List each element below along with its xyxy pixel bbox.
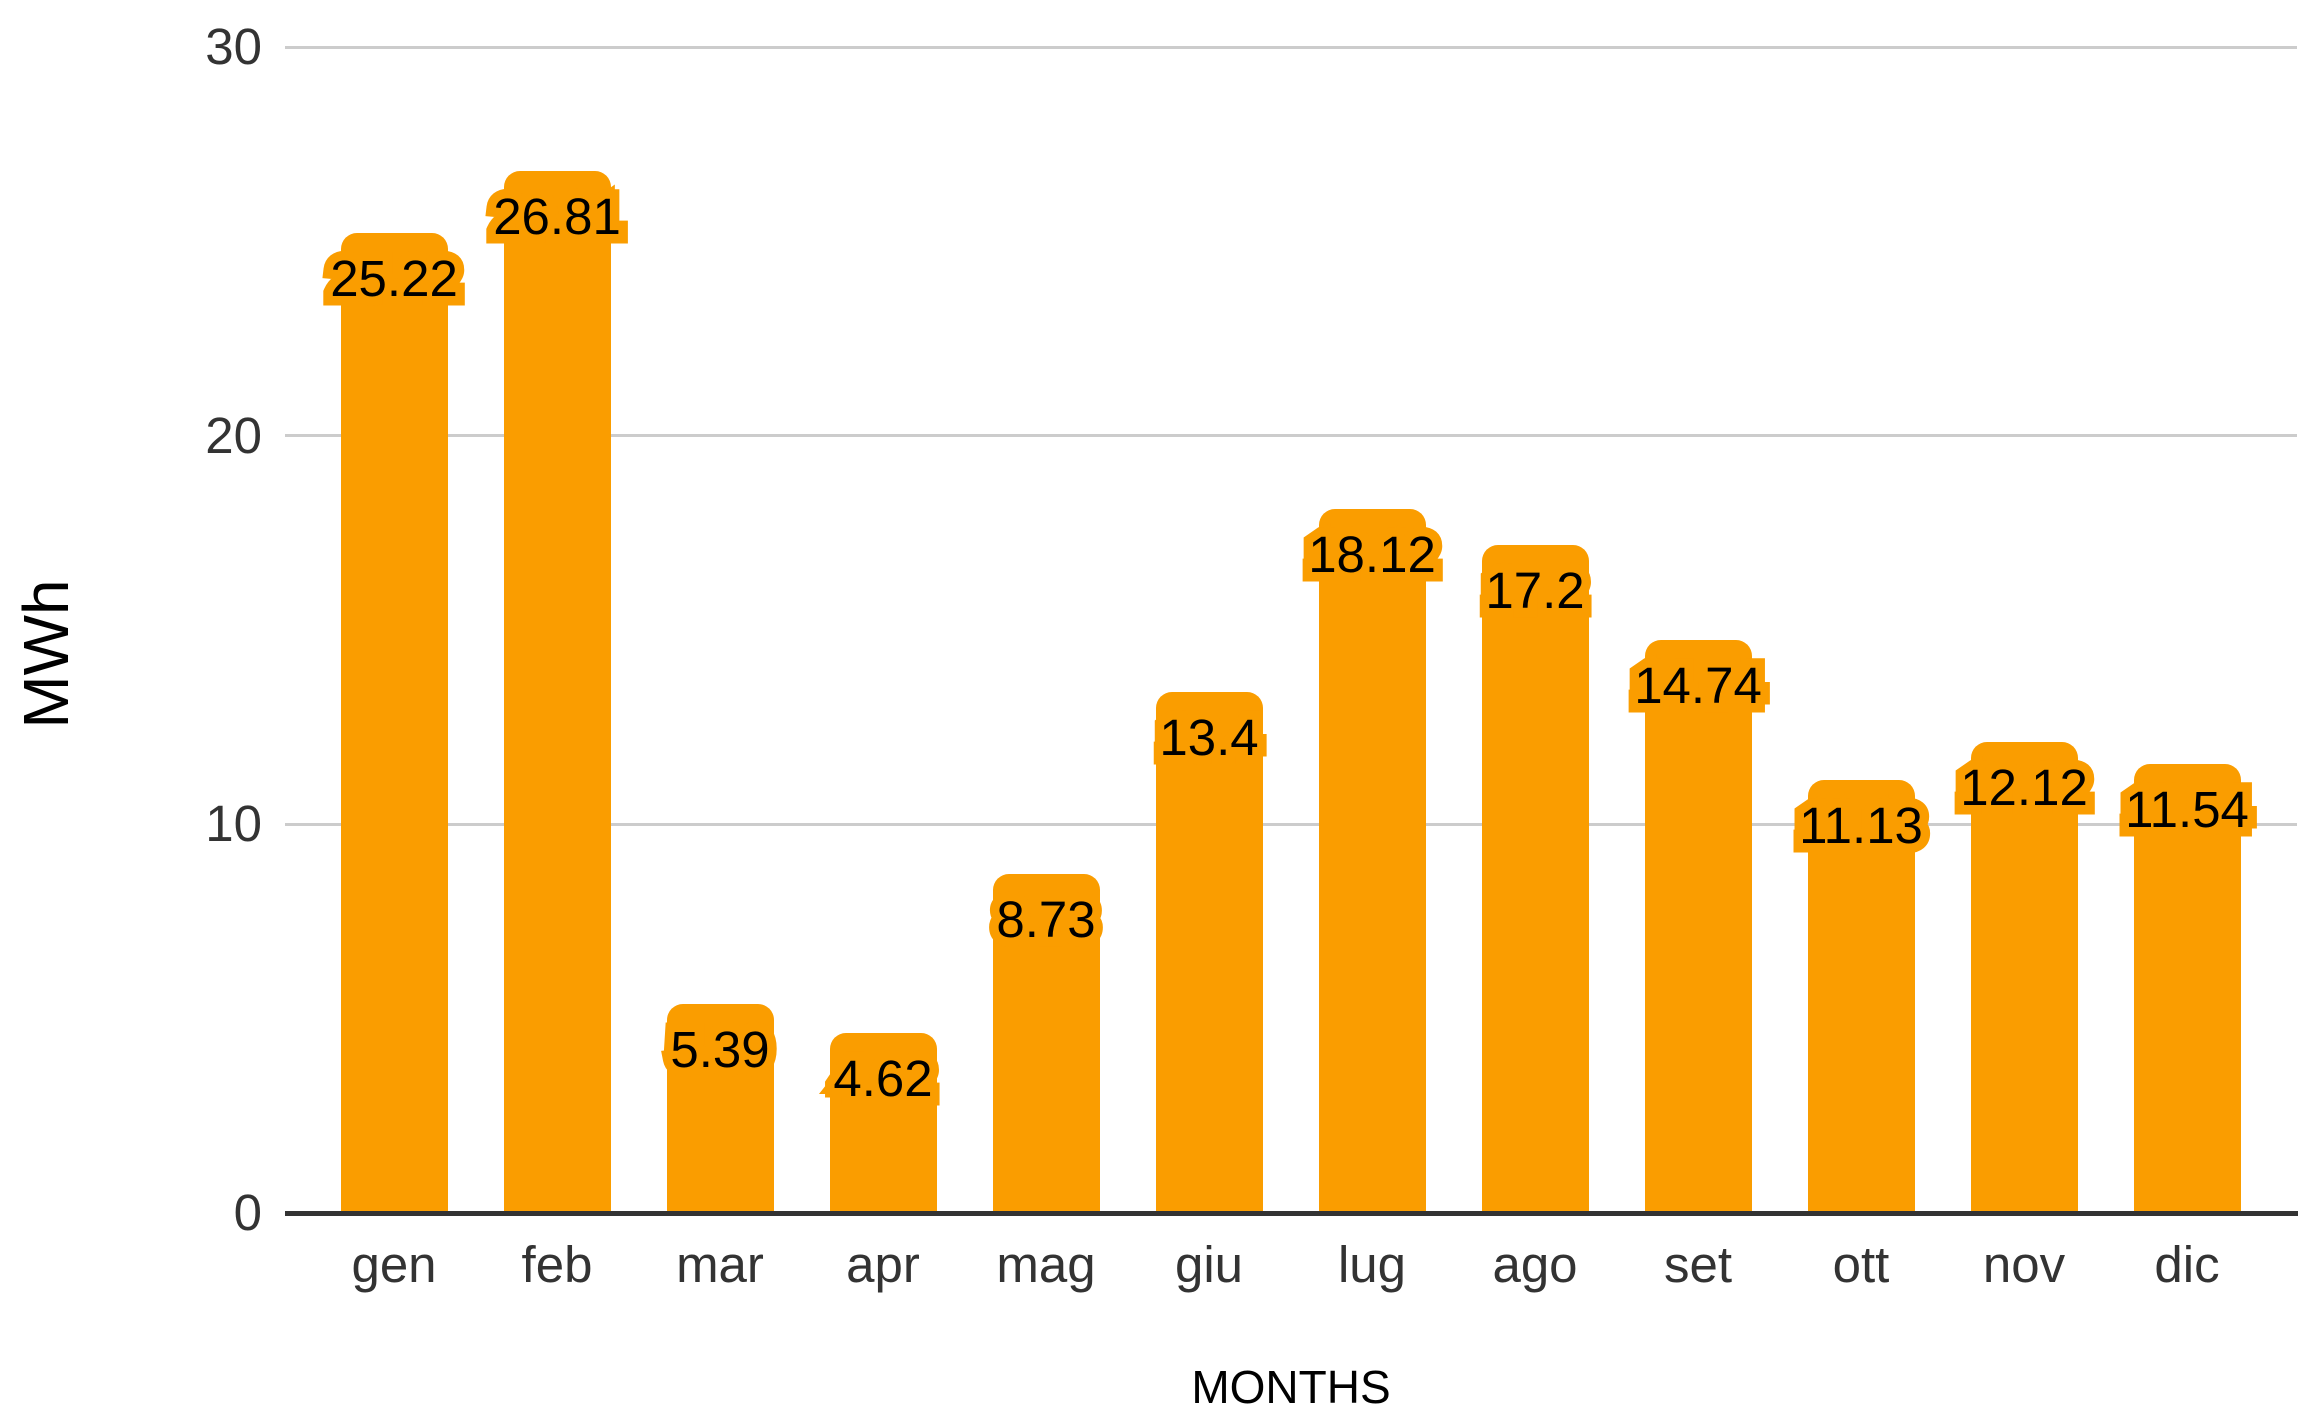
bars-layer: 25.22 25.22 26.81 26.81 5.39 5.39 4.62 4.62 8.73… <box>285 47 2297 1213</box>
bar-value-text: 13.4 <box>1159 709 1259 767</box>
bar-value-halo: 13.4 <box>1150 703 1268 773</box>
bar-value-label: 17.2 17.2 <box>1476 555 1594 625</box>
bar-value-label: 14.74 14.74 <box>1625 651 1772 721</box>
bar-value-text: 5.39 <box>670 1020 770 1078</box>
bar-apr[interactable]: 4.62 4.62 <box>824 1033 942 1213</box>
bar-value-halo: 18.12 <box>1299 519 1446 589</box>
bar-value-halo: 14.74 <box>1625 651 1772 721</box>
bar-value-text: 25.22 <box>330 249 458 307</box>
y-tick-label-0: 0 <box>233 1184 262 1241</box>
bar-set[interactable]: 14.74 14.74 <box>1625 640 1771 1213</box>
bar-value-label: 25.22 25.22 <box>321 243 468 313</box>
x-tick-label-mar: mar <box>676 1236 764 1293</box>
bar-value-label: 12.12 12.12 <box>1951 752 2098 822</box>
y-axis-title: MWh <box>10 579 82 729</box>
x-axis-title: MONTHS <box>1191 1361 1391 1413</box>
bar-gen[interactable]: 25.22 25.22 <box>321 232 467 1213</box>
x-tick-label-ott: ott <box>1832 1236 1890 1293</box>
bar-value-text: 11.13 <box>1799 797 1923 855</box>
bar-value-label: 4.62 4.62 <box>824 1044 942 1114</box>
bar-value-label: 11.13 11.13 <box>1790 791 1933 861</box>
x-tick-label-giu: giu <box>1174 1236 1244 1293</box>
bar-value-halo: 5.39 <box>661 1014 779 1084</box>
y-tick-label-10: 10 <box>205 795 262 853</box>
bar-value-label: 13.4 13.4 <box>1150 703 1268 773</box>
bar-value-halo: 26.81 <box>484 182 631 252</box>
y-tick-label-20: 20 <box>205 406 262 464</box>
bar-mar[interactable]: 5.39 5.39 <box>661 1003 779 1213</box>
bar-ago[interactable]: 17.2 17.2 <box>1476 544 1594 1213</box>
x-tick-label-mag: mag <box>996 1236 1096 1293</box>
bar-value-text: 17.2 <box>1485 561 1585 619</box>
bar-value-text: 12.12 <box>1960 758 2088 816</box>
y-tick-label-30: 30 <box>205 18 262 75</box>
bar-value-label: 5.39 5.39 <box>661 1014 779 1084</box>
x-tick-label-apr: apr <box>846 1236 920 1293</box>
bar-feb[interactable]: 26.81 26.81 <box>484 171 630 1213</box>
x-tick-label-nov: nov <box>1982 1236 2066 1293</box>
bar-value-text: 26.81 <box>493 188 621 245</box>
bar-giu[interactable]: 13.4 13.4 <box>1150 692 1268 1213</box>
gridline-20 <box>285 434 2297 438</box>
x-tick-label-gen: gen <box>351 1236 437 1293</box>
x-tick-label-ago: ago <box>1492 1236 1578 1293</box>
x-axis-line <box>285 1211 2298 1216</box>
x-tick-label-feb: feb <box>521 1236 593 1293</box>
bar-value-label: 8.73 8.73 <box>987 884 1105 954</box>
bar-value-halo: 12.12 <box>1951 752 2098 822</box>
x-tick-label-lug: lug <box>1337 1236 1407 1293</box>
bar-value-text: 11.54 <box>2125 781 2249 839</box>
plot-area: 25.22 25.22 26.81 26.81 5.39 5.39 4.62 4.62 8.73… <box>285 45 2297 1213</box>
bar-value-halo: 17.2 <box>1476 555 1594 625</box>
bar-value-halo: 4.62 <box>824 1044 942 1114</box>
gridline-10 <box>285 822 2297 826</box>
bar-value-halo: 11.13 <box>1790 791 1933 861</box>
gridline-30 <box>285 45 2297 49</box>
bar-value-halo: 11.54 <box>2116 775 2259 845</box>
bar-lug[interactable]: 18.12 18.12 <box>1299 508 1445 1213</box>
bar-dic[interactable]: 11.54 11.54 <box>2116 764 2258 1213</box>
bar-value-label: 11.54 11.54 <box>2116 775 2259 845</box>
bar-nov[interactable]: 12.12 12.12 <box>1951 741 2097 1213</box>
bar-value-label: 18.12 18.12 <box>1299 519 1446 589</box>
bar-ott[interactable]: 11.13 11.13 <box>1790 780 1932 1213</box>
bar-value-text: 18.12 <box>1308 525 1436 583</box>
bar-value-halo: 25.22 <box>321 243 468 313</box>
x-tick-label-dic: dic <box>2154 1236 2220 1293</box>
bar-mag[interactable]: 8.73 8.73 <box>987 873 1105 1213</box>
bar-value-text: 8.73 <box>996 890 1096 948</box>
bar-value-halo: 8.73 <box>987 884 1105 954</box>
x-tick-label-set: set <box>1663 1236 1733 1293</box>
bar-value-text: 4.62 <box>833 1050 933 1108</box>
bar-value-label: 26.81 26.81 <box>484 182 631 252</box>
gridlines-layer <box>285 45 2297 1213</box>
bar-value-text: 14.74 <box>1634 657 1762 715</box>
